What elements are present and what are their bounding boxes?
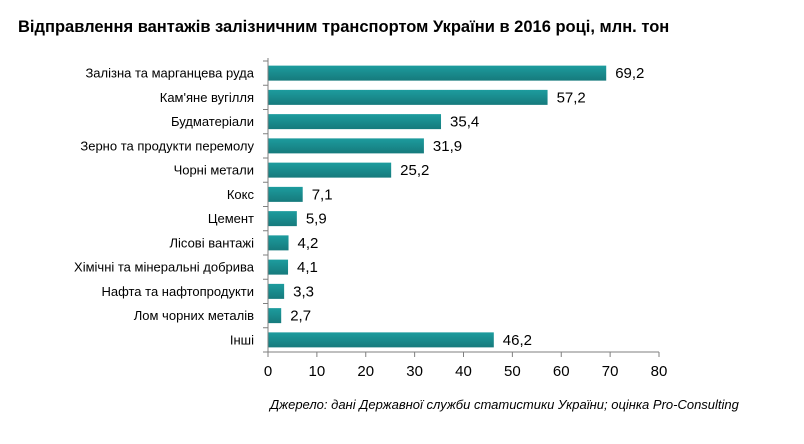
- bar-1: [268, 89, 548, 105]
- x-tick-label: 50: [504, 363, 521, 380]
- bar-10: [268, 308, 282, 324]
- value-label: 25,2: [400, 162, 429, 179]
- value-label: 5,9: [306, 211, 327, 228]
- value-label: 4,2: [298, 235, 319, 252]
- category-label: Інші: [230, 332, 254, 347]
- source-note: Джерело: дані Державної служби статистик…: [270, 397, 739, 412]
- x-tick-label: 80: [651, 363, 668, 380]
- category-label: Зерно та продукти перемолу: [80, 138, 254, 153]
- x-tick-label: 40: [455, 363, 472, 380]
- axis-layer: [263, 58, 660, 357]
- category-label: Нафта та нафтопродукти: [101, 284, 254, 299]
- category-label: Хімічні та мінеральні добрива: [74, 260, 255, 275]
- value-label: 7,1: [312, 186, 333, 203]
- category-label: Чорні метали: [174, 163, 254, 178]
- value-label: 46,2: [503, 332, 532, 349]
- bar-11: [268, 332, 494, 348]
- bar-7: [268, 235, 289, 251]
- category-label: Кам'яне вугілля: [160, 90, 254, 105]
- value-label: 3,3: [293, 283, 314, 300]
- value-label: 35,4: [450, 114, 479, 131]
- bar-6: [268, 211, 297, 227]
- x-tick-label: 70: [602, 363, 619, 380]
- category-label: Лісові вантажі: [170, 235, 255, 250]
- bar-5: [268, 186, 303, 202]
- bar-8: [268, 259, 289, 275]
- x-tick-label: 30: [406, 363, 423, 380]
- value-label: 69,2: [615, 65, 644, 82]
- bar-3: [268, 138, 424, 154]
- value-label: 4,1: [297, 259, 318, 276]
- category-label: Лом чорних металів: [134, 308, 254, 323]
- bars-layer: [268, 65, 607, 348]
- x-tick-label: 0: [264, 363, 272, 380]
- category-label: Кокс: [227, 187, 255, 202]
- bar-9: [268, 283, 285, 299]
- value-label: 57,2: [557, 89, 586, 106]
- x-tick-label: 10: [309, 363, 326, 380]
- bar-0: [268, 65, 607, 81]
- value-label: 2,7: [290, 308, 311, 325]
- value-label: 31,9: [433, 138, 462, 155]
- category-label: Будматеріали: [171, 114, 254, 129]
- chart-title: Відправлення вантажів залізничним трансп…: [18, 18, 670, 36]
- category-label: Цемент: [208, 211, 254, 226]
- x-tick-label: 60: [553, 363, 570, 380]
- bar-4: [268, 162, 392, 178]
- category-label: Залізна та марганцева руда: [85, 66, 254, 81]
- bar-2: [268, 114, 442, 130]
- x-tick-label: 20: [357, 363, 374, 380]
- labels-layer: Залізна та марганцева руда 69,2 Кам'яне ву…: [74, 65, 667, 380]
